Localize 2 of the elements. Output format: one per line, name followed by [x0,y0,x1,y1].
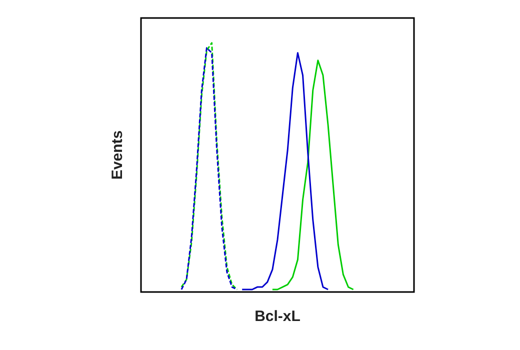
y-axis-title: Events [109,130,126,180]
x-axis-title: Bcl-xL [254,308,300,326]
